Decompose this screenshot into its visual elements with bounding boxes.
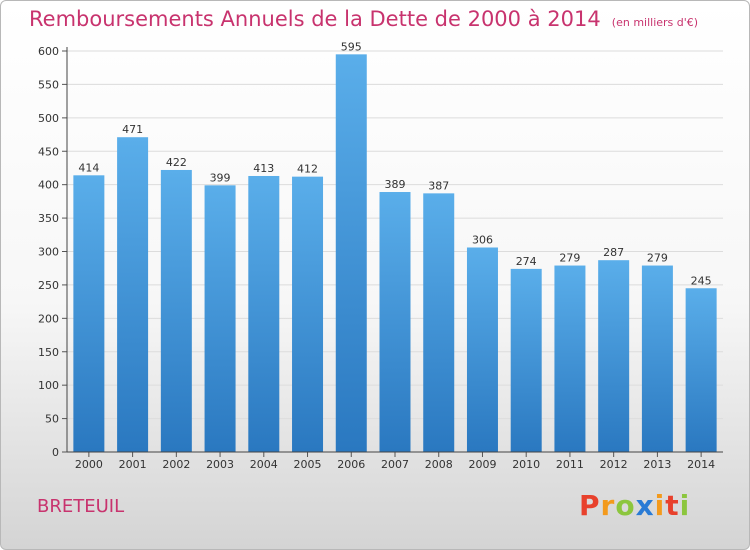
chart-title: Remboursements Annuels de la Dette de 20… — [29, 7, 601, 31]
commune-name: BRETEUIL — [37, 496, 125, 517]
logo-letter: P — [579, 489, 601, 522]
value-label-2005: 412 — [297, 163, 318, 176]
chart-title-block: Remboursements Annuels de la Dette de 20… — [29, 7, 698, 31]
bar-2009 — [466, 247, 498, 452]
bar-2011 — [554, 265, 586, 452]
y-axis-ticks: 0 50 100 150 200 250 300 350 400 450 500 550 600 — [38, 45, 67, 459]
axes — [66, 47, 723, 453]
bar-2006 — [335, 54, 367, 452]
x-tick-label-2007: 2007 — [381, 458, 409, 471]
y-tick-label: 300 — [38, 246, 59, 259]
logo-letter: i — [654, 489, 666, 522]
x-tick-label-2004: 2004 — [250, 458, 278, 471]
y-tick-label: 600 — [38, 45, 59, 58]
bar-2004 — [248, 175, 280, 452]
value-label-2013: 279 — [647, 252, 668, 265]
x-tick-label-2009: 2009 — [468, 458, 496, 471]
bar-2002 — [160, 169, 192, 453]
x-tick-label-2000: 2000 — [75, 458, 103, 471]
x-tick-label-2003: 2003 — [206, 458, 234, 471]
logo-letter: x — [635, 489, 655, 522]
value-label-2006: 595 — [341, 40, 362, 53]
y-tick-label: 100 — [38, 379, 59, 392]
x-tick-label-2005: 2005 — [294, 458, 322, 471]
logo-letter: t — [665, 489, 680, 522]
bar-2005 — [292, 176, 324, 452]
value-label-2003: 399 — [210, 171, 231, 184]
x-tick-label-2001: 2001 — [119, 458, 147, 471]
y-tick-label: 0 — [52, 446, 59, 459]
value-label-2001: 471 — [122, 123, 143, 136]
bar-2012 — [598, 260, 630, 452]
bar-2000 — [73, 175, 105, 452]
x-tick-label-2014: 2014 — [687, 458, 715, 471]
bar-2001 — [117, 137, 149, 452]
bar-2008 — [423, 193, 455, 453]
y-tick-label: 550 — [38, 78, 59, 91]
x-tick-label-2010: 2010 — [512, 458, 540, 471]
y-tick-label: 50 — [45, 413, 59, 426]
x-axis-ticks: 2000 2001 2002 2003 2004 2005 2006 2007 2008 2009… — [75, 452, 715, 471]
x-tick-label-2008: 2008 — [425, 458, 453, 471]
y-tick-label: 350 — [38, 212, 59, 225]
bar-2007 — [379, 192, 411, 453]
value-label-2011: 279 — [559, 252, 580, 265]
value-label-2010: 274 — [516, 255, 537, 268]
x-tick-label-2006: 2006 — [337, 458, 365, 471]
value-label-2004: 413 — [253, 162, 274, 175]
x-tick-label-2002: 2002 — [162, 458, 190, 471]
value-label-2000: 414 — [78, 161, 99, 174]
logo-letter: i — [679, 489, 691, 522]
y-tick-label: 500 — [38, 112, 59, 125]
bar-2003 — [204, 185, 236, 452]
value-label-2012: 287 — [603, 246, 624, 259]
value-label-2008: 387 — [428, 179, 449, 192]
logo-letter: r — [600, 489, 616, 522]
y-tick-label: 450 — [38, 145, 59, 158]
y-tick-label: 400 — [38, 179, 59, 192]
x-tick-label-2012: 2012 — [600, 458, 628, 471]
x-tick-label-2011: 2011 — [556, 458, 584, 471]
chart-unit: (en milliers d'€) — [611, 16, 699, 29]
x-tick-label-2013: 2013 — [643, 458, 671, 471]
y-tick-label: 250 — [38, 279, 59, 292]
bar-2013 — [641, 265, 673, 452]
proxiti-logo: Proxiti — [579, 489, 690, 522]
value-label-2007: 389 — [385, 178, 406, 191]
y-tick-label: 150 — [38, 346, 59, 359]
bar-2014 — [685, 288, 717, 452]
bars: 414 471 422 399 413 412 595 389 387 306 274 279 287 2… — [73, 40, 717, 453]
value-label-2002: 422 — [166, 156, 187, 169]
y-tick-label: 200 — [38, 312, 59, 325]
value-label-2014: 245 — [691, 274, 712, 287]
bar-2010 — [510, 268, 542, 452]
logo-letter: o — [615, 489, 636, 522]
value-label-2009: 306 — [472, 233, 493, 246]
